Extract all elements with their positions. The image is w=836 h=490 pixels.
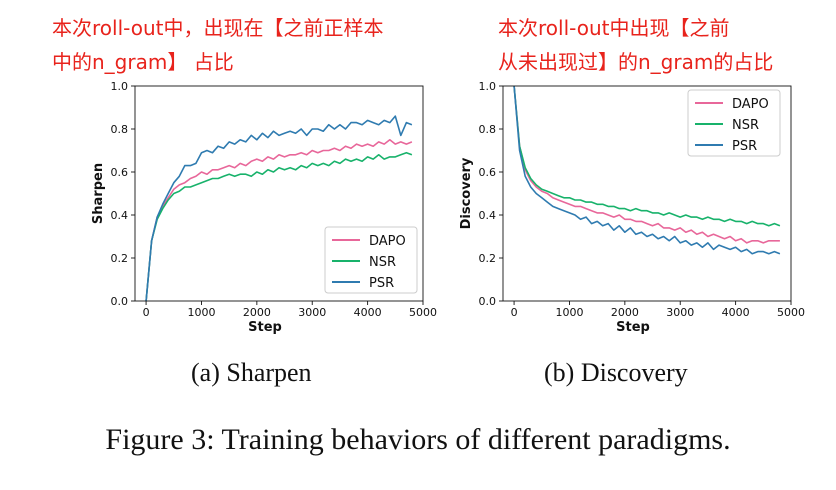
chart1-series-line-dapo (513, 85, 780, 244)
annotation-discovery-line1: 本次roll-out中出现【之前 (498, 16, 730, 40)
annotation-sharpen-line1: 本次roll-out中，出现在【之前正样本 (52, 16, 384, 40)
chart0-series-line-dapo (145, 139, 413, 302)
discovery-chart: 0 1000 2000 3000 4000 5000 0.0 0.2 0.4 0.6 0.8 1.0 S… (448, 72, 808, 342)
chart1-y-tick-label: 0.8 (479, 123, 497, 136)
chart0-legend-label-dapo: DAPO (369, 234, 406, 249)
chart1-y-tick-label: 0.4 (479, 209, 497, 222)
chart0-series-line-psr (145, 115, 413, 302)
chart0-y-tick-label: 0.8 (111, 123, 129, 136)
chart0-x-tick-label: 3000 (298, 306, 326, 319)
chart1-series-line-psr (513, 85, 781, 255)
figure-caption: Figure 3: Training behaviors of differen… (105, 423, 731, 456)
subcaption-discovery: (b) Discovery (544, 358, 688, 387)
chart1-x-tick-label: 0 (511, 306, 518, 319)
chart0-series-line-nsr (145, 151, 413, 302)
chart1-legend-label-nsr: NSR (732, 118, 759, 133)
discovery-chart-svg: 0 1000 2000 3000 4000 5000 0.0 0.2 0.4 0.6 0.8 1.0 S… (459, 80, 805, 335)
chart0-x-tick-label: 4000 (354, 306, 382, 319)
chart0-y-tick-label: 0.0 (111, 295, 129, 308)
sharpen-chart-svg: 0 1000 2000 3000 4000 5000 0.0 0.2 0.4 0.6 0.8 1.0 S… (91, 80, 437, 335)
chart1-plot-frame (502, 85, 792, 302)
chart0-y-tick-label: 0.4 (111, 209, 129, 222)
chart0-legend-label-nsr: NSR (369, 255, 396, 270)
chart1-x-axis-label: Step (616, 320, 650, 335)
chart1-y-tick-label: 0.2 (479, 252, 497, 265)
chart1-y-tick-label: 0.0 (479, 295, 497, 308)
chart0-x-axis-label: Step (248, 320, 282, 335)
chart0-legend-label-psr: PSR (369, 276, 394, 291)
chart1-x-tick-label: 3000 (666, 306, 694, 319)
chart1-x-tick-label: 4000 (722, 306, 750, 319)
chart1-y-tick-label: 1.0 (479, 80, 497, 93)
chart0-legend (324, 226, 418, 294)
chart1-y-axis-label: Discovery (459, 157, 474, 229)
chart0-x-tick-label: 0 (143, 306, 150, 319)
chart0-y-axis-label: Sharpen (91, 163, 106, 224)
subcaption-sharpen: (a) Sharpen (191, 358, 312, 387)
chart1-x-tick-label: 2000 (611, 306, 639, 319)
chart1-x-tick-label: 5000 (777, 306, 805, 319)
sharpen-chart: 0 1000 2000 3000 4000 5000 0.0 0.2 0.4 0.6 0.8 1.0 S… (80, 72, 440, 342)
chart0-x-tick-label: 5000 (409, 306, 437, 319)
chart1-legend-label-psr: PSR (732, 139, 757, 154)
chart0-y-tick-label: 0.6 (111, 166, 129, 179)
chart0-plot-frame (134, 85, 424, 302)
chart1-legend-label-dapo: DAPO (732, 97, 769, 112)
chart0-y-tick-label: 0.2 (111, 252, 129, 265)
chart0-x-tick-label: 2000 (243, 306, 271, 319)
chart1-y-tick-label: 0.6 (479, 166, 497, 179)
annotation-discovery-line2: 从未出现过】的n_gram的占比 (498, 50, 774, 74)
annotation-sharpen-line2: 中的n_gram】 占比 (52, 50, 234, 74)
chart1-series-line-nsr (513, 85, 781, 227)
chart0-x-tick-label: 1000 (187, 306, 215, 319)
chart1-legend (687, 89, 781, 157)
chart1-x-tick-label: 1000 (555, 306, 583, 319)
chart0-y-tick-label: 1.0 (111, 80, 129, 93)
